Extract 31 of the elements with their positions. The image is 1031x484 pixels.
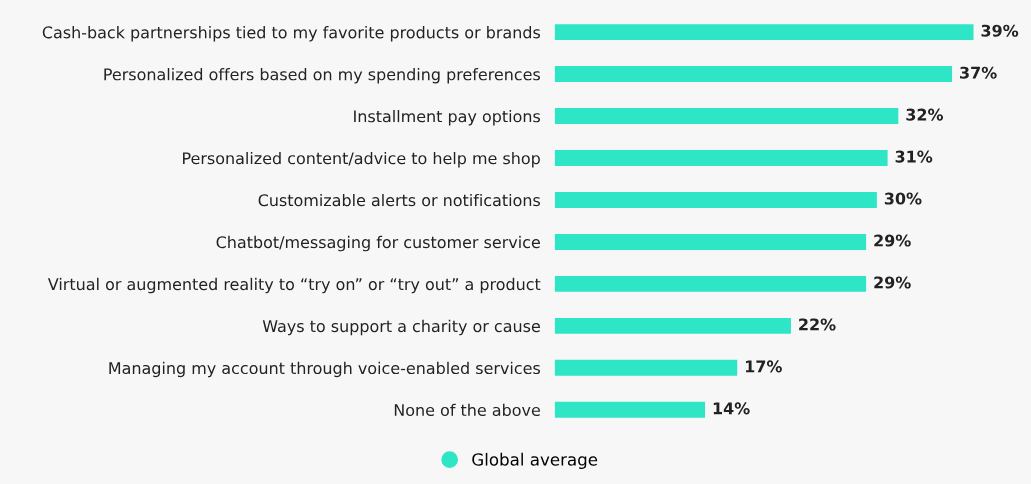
data-label: 14% xyxy=(713,402,750,415)
y-tick-label: Virtual or augmented reality to “try on” or “try out” a product xyxy=(47,277,541,294)
y-tick-label: Managing my account through voice-enabled services xyxy=(109,361,540,378)
data-label: 17% xyxy=(746,360,782,373)
bar xyxy=(554,275,867,292)
y-tick-label: Personalized offers based on my spending preferences xyxy=(104,68,540,84)
data-label: 31% xyxy=(895,150,933,163)
bar xyxy=(554,359,738,376)
y-tick-label: Ways to support a charity or cause xyxy=(262,319,540,336)
data-label: 29% xyxy=(874,234,911,247)
bar xyxy=(554,317,791,334)
data-label: 22% xyxy=(799,318,836,331)
y-tick-label: None of the above xyxy=(394,403,540,417)
bar xyxy=(554,150,888,166)
y-tick-label: Chatbot/messaging for customer service xyxy=(216,235,540,252)
data-label: 39% xyxy=(981,24,1019,37)
bar xyxy=(554,24,974,41)
data-label: 30% xyxy=(884,192,922,205)
bar xyxy=(554,66,953,83)
data-label: 37% xyxy=(960,66,997,79)
y-tick-label: Installment pay options xyxy=(354,109,541,126)
y-tick-label: Personalized content/advice to help me shop xyxy=(183,151,540,168)
y-tick-label: Customizable alerts or notifications xyxy=(258,193,541,207)
bar xyxy=(554,191,877,208)
data-label: 29% xyxy=(874,276,911,289)
data-label: 32% xyxy=(906,108,944,121)
bar xyxy=(554,233,867,250)
y-tick-label: Cash-back partnerships tied to my favorite products or brands xyxy=(42,26,541,42)
bar xyxy=(554,401,706,418)
legend-label: Global average xyxy=(472,452,598,469)
bar xyxy=(554,108,899,125)
